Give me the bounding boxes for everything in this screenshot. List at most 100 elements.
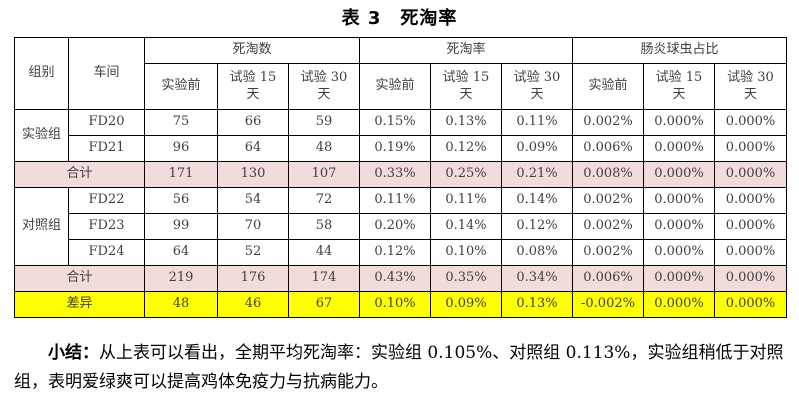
workshop-cell: FD24 — [68, 239, 145, 266]
value-cell: 0.000% — [714, 161, 787, 188]
header-row-groups: 组别 车间 死淘数 死淘率 肠炎球虫占比 — [14, 37, 787, 110]
summary-paragraph: 小结：从上表可以看出，全期平均死淘率：实验组 0.105%、对照组 0.113%… — [14, 339, 787, 397]
value-cell: 66 — [217, 109, 289, 136]
value-cell: 176 — [217, 265, 289, 292]
value-cell: 0.000% — [643, 187, 715, 214]
value-cell: 56 — [144, 187, 218, 214]
value-cell: 0.000% — [714, 291, 787, 318]
value-cell: 0.35% — [430, 265, 502, 292]
table-row: FD24 64 52 44 0.12% 0.10% 0.08% 0.002% 0.000% 0.0… — [15, 239, 787, 266]
value-cell: 0.12% — [359, 239, 431, 266]
value-cell: 0.006% — [572, 265, 644, 292]
value-cell: 0.15% — [359, 109, 431, 136]
subheader-pre-trial: 实验前 — [144, 63, 218, 110]
value-cell: 0.25% — [430, 161, 502, 188]
value-cell: 44 — [288, 239, 360, 266]
value-cell: 0.20% — [359, 213, 431, 240]
value-cell: 0.08% — [501, 239, 573, 266]
value-cell: 107 — [288, 161, 360, 188]
value-cell: 0.002% — [572, 239, 644, 266]
value-cell: 130 — [217, 161, 289, 188]
value-cell: 0.000% — [643, 265, 715, 292]
value-cell: 0.34% — [501, 265, 573, 292]
header-death-count: 死淘数 — [144, 37, 360, 64]
value-cell: 171 — [144, 161, 218, 188]
value-cell: 75 — [144, 109, 218, 136]
value-cell: 0.000% — [643, 239, 715, 266]
mortality-table: 组别 车间 死淘数 死淘率 肠炎球虫占比 实验前 试验 15 天 试验 30 天… — [14, 37, 787, 318]
value-cell: 46 — [217, 291, 289, 318]
value-cell: 64 — [144, 239, 218, 266]
workshop-cell: FD23 — [68, 213, 145, 240]
value-cell: 99 — [144, 213, 218, 240]
value-cell: 219 — [144, 265, 218, 292]
header-workshop-col: 车间 — [68, 37, 145, 110]
summary-text: 从上表可以看出，全期平均死淘率：实验组 0.105%、对照组 0.113%，实验… — [14, 343, 784, 393]
value-cell: 0.12% — [430, 135, 502, 162]
value-cell: 0.14% — [430, 213, 502, 240]
table-row-diff: 差异 48 46 67 0.10% 0.09% 0.13% -0.002% 0.000% 0.00… — [14, 291, 787, 318]
value-cell: 58 — [288, 213, 360, 240]
value-cell: 0.10% — [359, 291, 431, 318]
subheader-day15: 试验 15 天 — [430, 63, 502, 110]
table-body: 实验组 FD20 75 66 59 0.15% 0.13% 0.11% 0.002% 0.000%… — [14, 109, 787, 318]
value-cell: 0.21% — [501, 161, 573, 188]
value-cell: 59 — [288, 109, 360, 136]
subheader-pre-trial: 实验前 — [359, 63, 431, 110]
summary-label: 小结： — [48, 343, 99, 363]
workshop-cell: FD20 — [68, 109, 145, 136]
value-cell: 54 — [217, 187, 289, 214]
value-cell: 0.14% — [501, 187, 573, 214]
value-cell: 0.11% — [430, 187, 502, 214]
value-cell: 0.12% — [501, 213, 573, 240]
value-cell: 72 — [288, 187, 360, 214]
value-cell: 0.000% — [714, 187, 787, 214]
value-cell: 0.006% — [572, 135, 644, 162]
value-cell: 0.002% — [572, 213, 644, 240]
value-cell: 0.000% — [643, 135, 715, 162]
value-cell: 0.13% — [501, 291, 573, 318]
subheader-day15: 试验 15 天 — [217, 63, 289, 110]
value-cell: 67 — [288, 291, 360, 318]
row-label-cell: 合计 — [14, 265, 145, 292]
value-cell: 0.09% — [501, 135, 573, 162]
value-cell: 0.000% — [714, 135, 787, 162]
workshop-cell: FD21 — [68, 135, 145, 162]
header-coccidia-ratio: 肠炎球虫占比 — [572, 37, 787, 64]
row-label-cell: 合计 — [14, 161, 145, 188]
value-cell: 0.000% — [643, 213, 715, 240]
value-cell: 70 — [217, 213, 289, 240]
value-cell: 0.008% — [572, 161, 644, 188]
table-title: 表 3 死淘率 — [341, 8, 458, 29]
value-cell: -0.002% — [572, 291, 644, 318]
value-cell: 174 — [288, 265, 360, 292]
value-cell: 64 — [217, 135, 289, 162]
table-row-total: 合计 171 130 107 0.33% 0.25% 0.21% 0.008% 0.000% 0.… — [14, 161, 787, 188]
table-row: 对照组 FD22 56 54 72 0.11% 0.11% 0.14% 0.002% 0.000%… — [14, 187, 787, 266]
subheader-day30: 试验 30 天 — [501, 63, 573, 110]
value-cell: 0.43% — [359, 265, 431, 292]
subheader-pre-trial: 实验前 — [572, 63, 644, 110]
value-cell: 52 — [217, 239, 289, 266]
value-cell: 0.000% — [643, 291, 715, 318]
value-cell: 0.002% — [572, 109, 644, 136]
table-row: FD23 99 70 58 0.20% 0.14% 0.12% 0.002% 0.000% 0.0… — [15, 213, 787, 240]
value-cell: 0.000% — [643, 161, 715, 188]
subheader-day30: 试验 30 天 — [288, 63, 360, 110]
row-label-cell: 差异 — [14, 291, 145, 318]
value-cell: 0.000% — [714, 213, 787, 240]
value-cell: 0.11% — [359, 187, 431, 214]
subheader-day15: 试验 15 天 — [643, 63, 715, 110]
value-cell: 0.000% — [714, 265, 787, 292]
header-group-col: 组别 — [14, 37, 69, 110]
table-row-total: 合计 219 176 174 0.43% 0.35% 0.34% 0.006% 0.000% 0.… — [14, 265, 787, 292]
value-cell: 0.13% — [430, 109, 502, 136]
header-row-sub: 实验前 试验 15 天 试验 30 天 实验前 试验 15 天 试验 30 天 … — [15, 63, 787, 110]
group-cell: 对照组 — [14, 187, 69, 266]
value-cell: 0.19% — [359, 135, 431, 162]
group-cell: 实验组 — [14, 109, 69, 162]
value-cell: 0.002% — [572, 187, 644, 214]
subheader-day30: 试验 30 天 — [714, 63, 787, 110]
value-cell: 96 — [144, 135, 218, 162]
